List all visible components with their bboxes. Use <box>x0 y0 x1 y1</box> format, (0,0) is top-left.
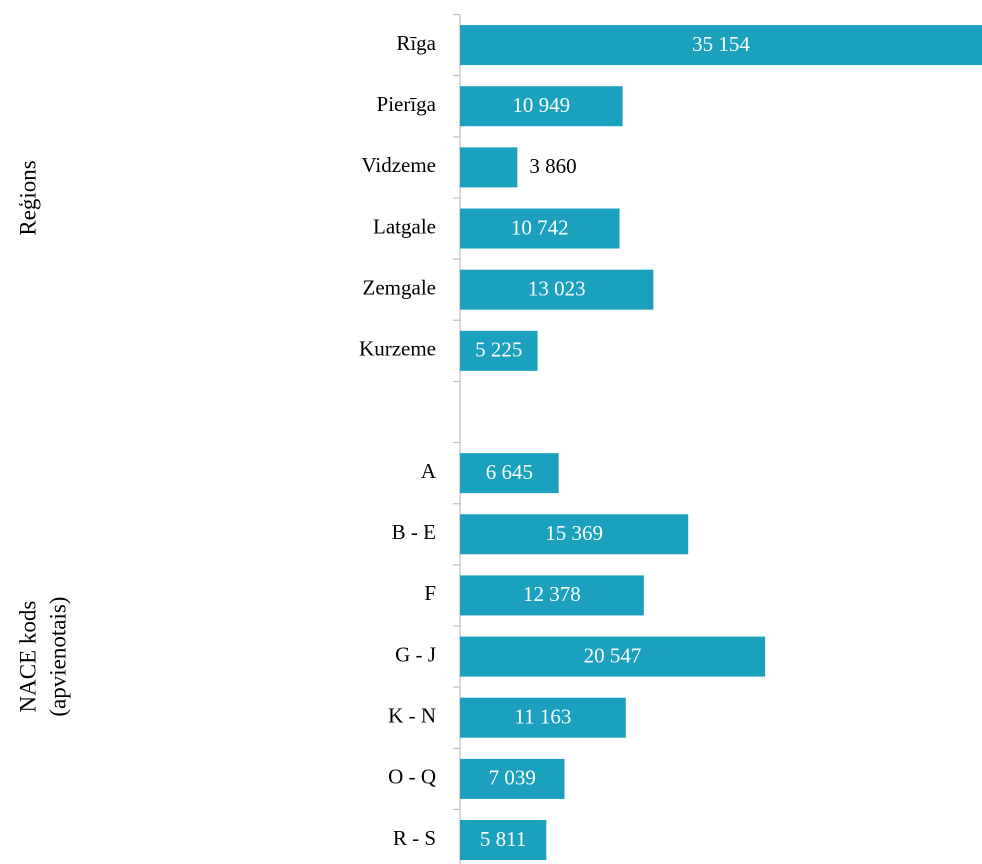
bar <box>460 514 689 555</box>
value-label: 20 547 <box>584 643 642 667</box>
category-label: Kurzeme <box>359 337 436 361</box>
category-label: K - N <box>388 704 436 728</box>
value-label: 12 378 <box>523 582 581 606</box>
bar <box>460 820 547 861</box>
group-label: Reģions <box>15 160 40 235</box>
value-label: 7 039 <box>489 766 536 790</box>
value-label: 6 645 <box>486 460 533 484</box>
category-label: Pierīga <box>377 92 437 116</box>
category-label: G - J <box>395 642 436 666</box>
category-label: R - S <box>393 826 436 850</box>
category-label: Latgale <box>373 214 436 238</box>
group-label: NACE kods <box>15 601 40 713</box>
bar <box>460 86 623 127</box>
value-label: 5 811 <box>480 827 526 851</box>
category-label: Vidzeme <box>361 153 436 177</box>
value-label: 35 154 <box>692 32 750 56</box>
category-label: A <box>421 459 437 483</box>
bar <box>460 269 654 310</box>
bar <box>460 575 644 616</box>
bar <box>460 453 559 494</box>
value-label: 3 860 <box>529 154 576 178</box>
group-label: (apvienotais) <box>45 597 70 717</box>
bar <box>460 636 766 677</box>
value-label: 13 023 <box>528 276 586 300</box>
bar <box>460 147 518 188</box>
value-label: 15 369 <box>545 521 603 545</box>
value-label: 10 949 <box>512 93 570 117</box>
category-label: B - E <box>392 520 436 544</box>
value-label: 11 163 <box>514 705 571 729</box>
bar <box>460 25 982 66</box>
value-label: 5 225 <box>475 338 522 362</box>
category-label: Rīga <box>396 31 436 55</box>
value-label: 10 742 <box>511 215 569 239</box>
category-label: Zemgale <box>363 275 436 299</box>
category-label: F <box>424 581 436 605</box>
bar <box>460 330 538 371</box>
bar <box>460 208 620 249</box>
bar <box>460 697 626 738</box>
bar <box>460 758 565 799</box>
category-label: O - Q <box>388 765 436 789</box>
